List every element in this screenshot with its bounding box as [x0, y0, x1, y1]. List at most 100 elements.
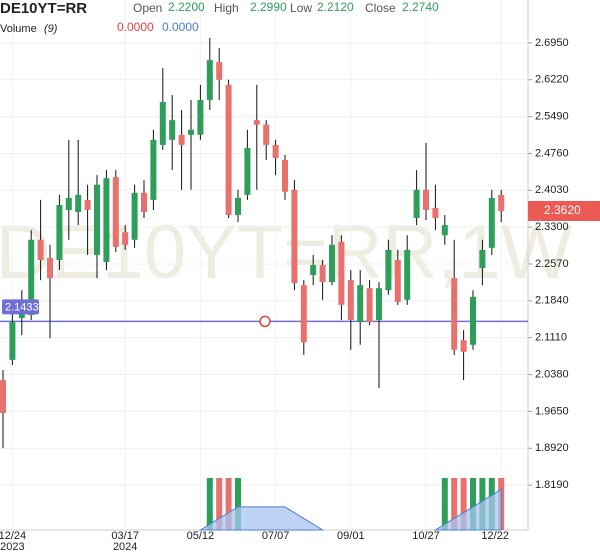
candle-body [291, 189, 298, 284]
y-tick-label: 2.3300 [535, 221, 569, 233]
last-price-label: 2.3620 [544, 203, 581, 217]
candle-body [310, 265, 317, 276]
candle-body [488, 197, 495, 248]
low-value: 2.2120 [317, 0, 354, 14]
candle-body [376, 288, 382, 321]
candle-body [150, 139, 157, 200]
watermark: DE10YT=RR,1W [0, 210, 573, 295]
candle-body [366, 288, 373, 323]
volume-bar [216, 478, 223, 530]
y-tick-label: 1.9650 [535, 405, 569, 417]
close-value: 2.2740 [402, 0, 439, 14]
low-label: Low [290, 1, 312, 15]
y-tick-label: 2.0380 [535, 368, 569, 380]
candle-body [470, 296, 476, 345]
hline-label-box [2, 299, 39, 315]
candle-body [47, 257, 53, 279]
candle-body [404, 249, 411, 300]
header: DE10YT=RR Open 2.2200 High 2.2990 Low 2.… [0, 0, 439, 35]
candle-body [413, 189, 420, 219]
candle-body [385, 249, 392, 291]
candle-body [498, 194, 505, 211]
candle-body [169, 120, 176, 140]
x-tick-label: 12/24 2023 [0, 530, 27, 553]
volume-bar [441, 478, 448, 530]
volume-bar [460, 478, 467, 530]
high-value: 2.2990 [250, 0, 287, 14]
candle-body [103, 178, 110, 262]
y-tick-label: 2.5490 [535, 111, 569, 123]
last-price-box [528, 200, 600, 221]
y-tick-label: 2.4030 [535, 184, 569, 196]
candle-body [329, 244, 335, 283]
candle-body [300, 285, 307, 343]
y-tick-label: 2.4760 [535, 147, 569, 159]
candle-body [112, 177, 119, 247]
y-tick-label: 1.8920 [535, 442, 569, 454]
volume-bar [451, 478, 458, 530]
x-tick-label: 10/27 [412, 530, 440, 542]
candle-body [65, 197, 72, 210]
candle-body [56, 204, 63, 260]
candle-body [272, 144, 279, 158]
candle-body [432, 207, 439, 219]
candle-body [131, 192, 138, 240]
candle-body [206, 60, 213, 100]
volume-ma-value: 0.0000 [162, 20, 199, 34]
volume-period: (9) [44, 23, 58, 35]
candle-body [263, 124, 270, 145]
candle-body [9, 322, 16, 360]
open-value: 2.2200 [168, 0, 205, 14]
candle-body [0, 380, 6, 413]
high-label: High [214, 1, 239, 15]
candle-body [28, 239, 35, 315]
candle-body [347, 280, 354, 321]
close-label: Close [365, 1, 396, 15]
volume-value: 0.0000 [117, 20, 154, 34]
x-tick-label: 12/22 [481, 530, 509, 542]
candle-body [338, 241, 345, 305]
alert-marker [259, 315, 271, 328]
x-tick-label: 03/17 2024 [111, 530, 139, 553]
candle-body [94, 184, 100, 255]
candle-body [479, 249, 486, 269]
candle-body [225, 84, 232, 216]
volume-bar [235, 478, 241, 530]
candle-body [84, 199, 91, 210]
candle-body [178, 134, 185, 145]
candle-body [319, 265, 326, 283]
candle-body [394, 259, 401, 302]
y-tick-label: 1.8190 [535, 479, 569, 491]
candle-body [460, 340, 467, 352]
y-tick-label: 2.2570 [535, 258, 569, 270]
marks-layer: 2.1433 2.3620 [0, 37, 600, 531]
hline-label: 2.1433 [5, 301, 39, 313]
y-tick-label: 2.6950 [535, 37, 569, 49]
volume-label: Volume [0, 23, 37, 35]
candle-body [141, 192, 147, 212]
candle-body [197, 99, 204, 135]
candle-body [423, 189, 429, 210]
candle-body [159, 101, 166, 145]
y-tick-label: 2.6220 [535, 74, 569, 86]
candle-body [253, 120, 260, 125]
x-tick-label: 07/07 [261, 530, 290, 542]
candle-body [216, 62, 223, 80]
background-layer: DE10YT=RR,1W 2.6950 2.6220 2.5490 2.4760 2.40… [0, 0, 573, 531]
volume-bar [225, 478, 232, 530]
x-tick-label: 05/12 [186, 530, 215, 542]
symbol: DE10YT=RR [0, 0, 87, 17]
volume-ma-area [433, 488, 502, 531]
candle-body [244, 147, 251, 195]
candle-body [37, 239, 44, 260]
candle-body [282, 160, 288, 192]
y-tick-label: 2.1110 [535, 332, 567, 344]
candle-body [441, 225, 448, 236]
volume-bar [470, 478, 476, 530]
candle-body [357, 285, 364, 323]
candle-body [235, 197, 241, 216]
candle-body [451, 278, 458, 350]
candle-body [188, 129, 194, 135]
